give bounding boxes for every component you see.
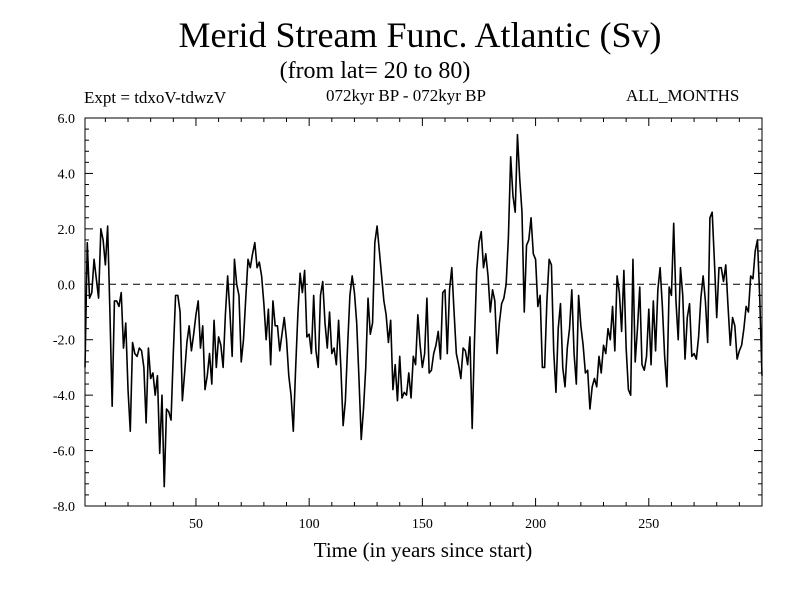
period-label: 072kyr BP - 072kyr BP: [326, 86, 486, 105]
y-tick-label: 6.0: [58, 112, 76, 127]
experiment-label: Expt = tdxoV-tdwzV: [84, 88, 227, 107]
plot-frame: [84, 117, 763, 507]
y-tick-label: -2.0: [53, 334, 75, 349]
chart-title: Merid Stream Func. Atlantic (Sv): [178, 15, 662, 55]
x-tick-label: 150: [412, 517, 433, 532]
chart-subtitle: (from lat= 20 to 80): [279, 58, 471, 84]
y-tick-label: 4.0: [58, 167, 76, 182]
x-tick-label: 100: [299, 517, 320, 532]
y-tick-label: 0.0: [58, 278, 76, 293]
x-tick-label: 250: [638, 517, 659, 532]
y-tick-label: 2.0: [58, 223, 76, 238]
months-label: ALL_MONTHS: [626, 86, 740, 105]
series-line-1: [84, 133, 763, 488]
x-tick-label: 50: [189, 517, 203, 532]
y-tick-label: -6.0: [53, 445, 75, 460]
x-axis-label: Time (in years since start): [313, 538, 533, 562]
y-tick-label: -4.0: [53, 389, 75, 404]
x-tick-label: 200: [525, 517, 546, 532]
y-tick-label: -8.0: [53, 500, 75, 515]
